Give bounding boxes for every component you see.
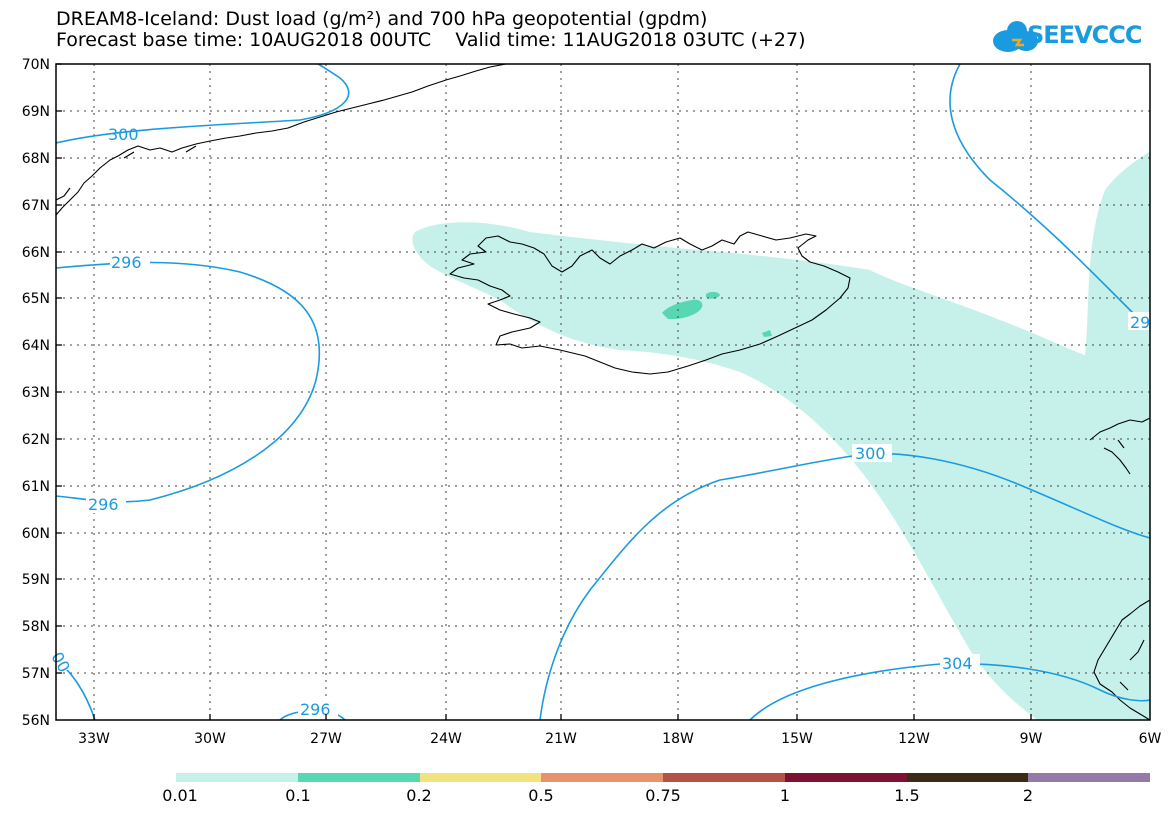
colorbar-tick: 0.2	[406, 786, 432, 805]
colorbar-tick: 2	[1022, 786, 1034, 805]
lon-label: 12W	[898, 731, 930, 747]
lon-label: 30W	[194, 731, 226, 747]
lon-label: 18W	[662, 731, 694, 747]
dust-area-low	[412, 151, 1150, 720]
colorbar-tick: 0.1	[285, 786, 311, 805]
map-subtitle: Forecast base time: 10AUG2018 00UTC Vali…	[56, 29, 806, 51]
colorbar-segment	[297, 773, 420, 782]
lon-label: 24W	[430, 731, 462, 747]
colorbar	[176, 773, 1150, 782]
lon-label: 6W	[1139, 731, 1162, 747]
lat-label: 56N	[22, 713, 50, 729]
lat-label: 68N	[22, 151, 50, 167]
lon-label: 15W	[781, 731, 813, 747]
colorbar-segment	[541, 773, 663, 782]
colorbar-segment	[176, 773, 298, 782]
lat-label: 70N	[22, 57, 50, 73]
latitude-labels: 70N 69N 68N 67N 66N 65N 64N 63N 62N 61N …	[22, 57, 50, 729]
contour-label: 304	[942, 654, 973, 673]
lat-label: 63N	[22, 385, 50, 401]
lat-label: 62N	[22, 432, 50, 448]
colorbar-segment	[784, 773, 907, 782]
lat-label: 66N	[22, 245, 50, 261]
lon-label: 27W	[310, 731, 342, 747]
seevccc-logo	[993, 21, 1038, 52]
colorbar-tick: 0.01	[162, 786, 198, 805]
colorbar-segment	[1028, 773, 1150, 782]
lat-label: 69N	[22, 104, 50, 120]
map-title: DREAM8-Iceland: Dust load (g/m²) and 700…	[56, 8, 708, 30]
lat-label: 61N	[22, 479, 50, 495]
coastlines	[56, 64, 1150, 720]
contour-label: 296	[111, 253, 142, 272]
lat-label: 64N	[22, 338, 50, 354]
contour-label: 300	[855, 444, 886, 463]
cloud-icon	[993, 21, 1038, 52]
colorbar-tick: 1.5	[894, 786, 920, 805]
contour-label: 29	[1130, 313, 1150, 332]
dust-area-mid	[662, 299, 703, 320]
lat-label: 58N	[22, 619, 50, 635]
grid-lines	[56, 64, 1150, 720]
iceland-coast	[449, 231, 851, 375]
colorbar-segment	[419, 773, 542, 782]
longitude-labels: 33W 30W 27W 24W 21W 18W 15W 12W 9W 6W	[78, 731, 1161, 747]
contour-labels: 300 296 296 296 300 304 29 00	[47, 125, 1150, 719]
lat-label: 60N	[22, 526, 50, 542]
lat-label: 67N	[22, 198, 50, 214]
colorbar-tick: 0.5	[528, 786, 554, 805]
lat-label: 57N	[22, 666, 50, 682]
lon-label: 9W	[1020, 731, 1043, 747]
colorbar-segment	[906, 773, 1029, 782]
contour-label: 300	[108, 125, 139, 144]
lon-label: 21W	[545, 731, 577, 747]
lat-label: 65N	[22, 291, 50, 307]
contour-label: 296	[300, 700, 331, 719]
colorbar-tick: 1	[779, 786, 791, 805]
lon-label: 33W	[78, 731, 110, 747]
lat-label: 59N	[22, 572, 50, 588]
logo-text: SEEVCCC	[1027, 21, 1142, 49]
colorbar-segment	[663, 773, 785, 782]
colorbar-tick: 0.75	[645, 786, 681, 805]
contour-label: 296	[88, 495, 119, 514]
